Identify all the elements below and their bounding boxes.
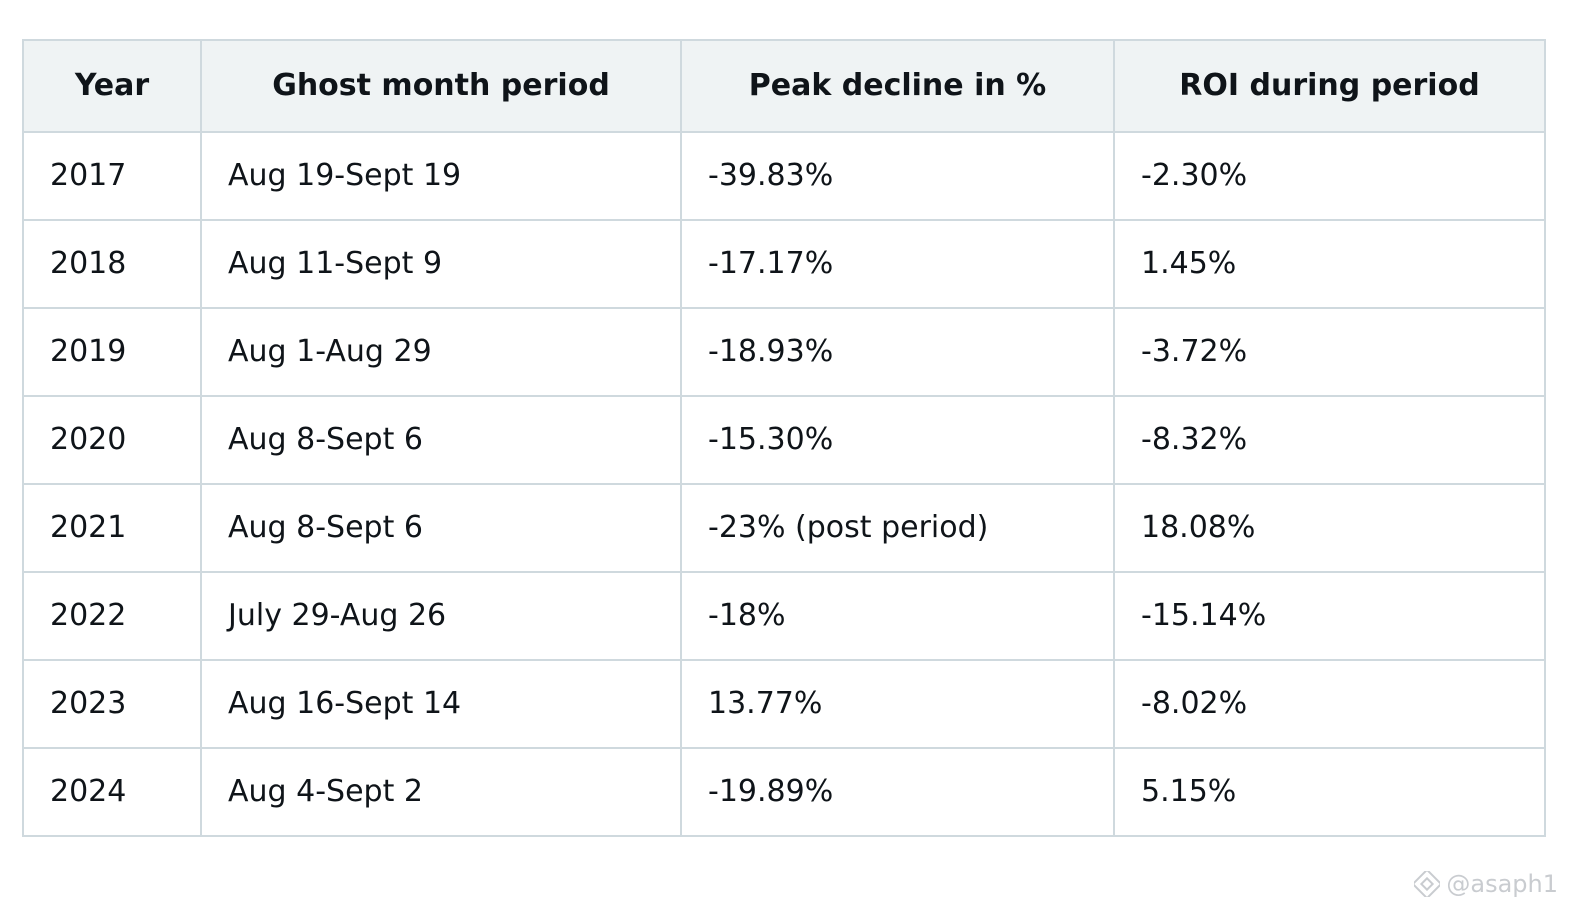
cell-peak-decline: 13.77% (680, 659, 1115, 749)
cell-year: 2024 (22, 747, 202, 837)
table-row: 2017 Aug 19-Sept 19 -39.83% -2.30% (22, 131, 1546, 221)
cell-roi: 18.08% (1113, 483, 1546, 573)
table-row: 2018 Aug 11-Sept 9 -17.17% 1.45% (22, 219, 1546, 309)
table-row: 2020 Aug 8-Sept 6 -15.30% -8.32% (22, 395, 1546, 485)
cell-period: Aug 8-Sept 6 (200, 395, 682, 485)
cell-year: 2017 (22, 131, 202, 221)
table-row: 2019 Aug 1-Aug 29 -18.93% -3.72% (22, 307, 1546, 397)
cell-peak-decline: -39.83% (680, 131, 1115, 221)
cell-period: Aug 19-Sept 19 (200, 131, 682, 221)
table-row: 2021 Aug 8-Sept 6 -23% (post period) 18.… (22, 483, 1546, 573)
header-year: Year (22, 39, 202, 133)
cell-period: Aug 1-Aug 29 (200, 307, 682, 397)
cell-year: 2019 (22, 307, 202, 397)
cell-roi: -2.30% (1113, 131, 1546, 221)
cell-year: 2021 (22, 483, 202, 573)
cell-period: Aug 16-Sept 14 (200, 659, 682, 749)
cell-roi: -3.72% (1113, 307, 1546, 397)
header-roi-during-period: ROI during period (1113, 39, 1546, 133)
cell-roi: 1.45% (1113, 219, 1546, 309)
cell-peak-decline: -15.30% (680, 395, 1115, 485)
cell-period: Aug 4-Sept 2 (200, 747, 682, 837)
cell-peak-decline: -17.17% (680, 219, 1115, 309)
cell-roi: -15.14% (1113, 571, 1546, 661)
table-header-row: Year Ghost month period Peak decline in … (22, 39, 1546, 133)
watermark-handle: @asaph1 (1446, 870, 1558, 898)
cell-peak-decline: -19.89% (680, 747, 1115, 837)
table-row: 2024 Aug 4-Sept 2 -19.89% 5.15% (22, 747, 1546, 837)
cell-year: 2020 (22, 395, 202, 485)
cell-peak-decline: -23% (post period) (680, 483, 1115, 573)
cell-period: July 29-Aug 26 (200, 571, 682, 661)
cell-period: Aug 11-Sept 9 (200, 219, 682, 309)
cell-roi: 5.15% (1113, 747, 1546, 837)
cell-period: Aug 8-Sept 6 (200, 483, 682, 573)
cell-peak-decline: -18.93% (680, 307, 1115, 397)
header-ghost-month-period: Ghost month period (200, 39, 682, 133)
watermark: @asaph1 (1414, 870, 1558, 898)
cell-year: 2022 (22, 571, 202, 661)
ghost-month-table: Year Ghost month period Peak decline in … (22, 39, 1546, 837)
table-row: 2023 Aug 16-Sept 14 13.77% -8.02% (22, 659, 1546, 749)
cell-year: 2023 (22, 659, 202, 749)
cell-roi: -8.32% (1113, 395, 1546, 485)
header-peak-decline: Peak decline in % (680, 39, 1115, 133)
table-row: 2022 July 29-Aug 26 -18% -15.14% (22, 571, 1546, 661)
binance-logo-icon (1414, 871, 1441, 897)
cell-year: 2018 (22, 219, 202, 309)
cell-roi: -8.02% (1113, 659, 1546, 749)
cell-peak-decline: -18% (680, 571, 1115, 661)
